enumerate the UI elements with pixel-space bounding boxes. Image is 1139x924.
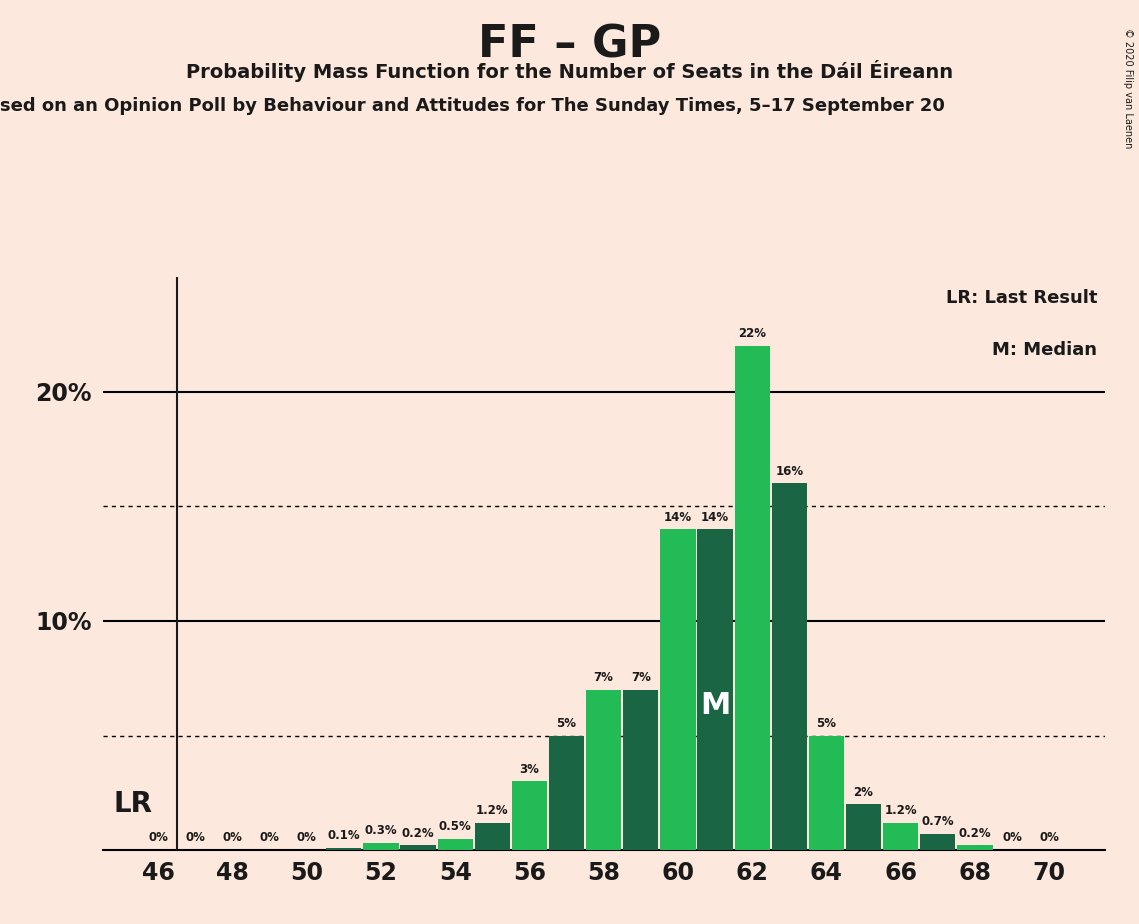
- Bar: [437, 839, 473, 850]
- Text: 3%: 3%: [519, 762, 540, 775]
- Text: 1.2%: 1.2%: [476, 804, 509, 817]
- Text: 0%: 0%: [1002, 832, 1022, 845]
- Bar: [697, 529, 732, 850]
- Text: sed on an Opinion Poll by Behaviour and Attitudes for The Sunday Times, 5–17 Sep: sed on an Opinion Poll by Behaviour and …: [0, 97, 945, 115]
- Text: 16%: 16%: [776, 465, 803, 478]
- Text: M: M: [699, 691, 730, 720]
- Text: Probability Mass Function for the Number of Seats in the Dáil Éireann: Probability Mass Function for the Number…: [186, 60, 953, 82]
- Text: LR: LR: [114, 790, 153, 819]
- Text: 7%: 7%: [631, 671, 650, 684]
- Bar: [587, 689, 621, 850]
- Bar: [957, 845, 992, 850]
- Text: 0.3%: 0.3%: [364, 824, 398, 837]
- Bar: [661, 529, 696, 850]
- Bar: [809, 736, 844, 850]
- Text: 0%: 0%: [222, 832, 243, 845]
- Text: 22%: 22%: [738, 327, 767, 340]
- Text: 0%: 0%: [186, 832, 205, 845]
- Text: 0%: 0%: [297, 832, 317, 845]
- Text: 5%: 5%: [557, 717, 576, 730]
- Text: M: Median: M: Median: [992, 341, 1097, 359]
- Text: 0.1%: 0.1%: [328, 829, 360, 842]
- Bar: [326, 848, 361, 850]
- Text: 0.7%: 0.7%: [921, 815, 954, 828]
- Text: © 2020 Filip van Laenen: © 2020 Filip van Laenen: [1123, 28, 1133, 148]
- Bar: [846, 804, 882, 850]
- Bar: [623, 689, 658, 850]
- Text: 14%: 14%: [664, 511, 693, 524]
- Text: FF – GP: FF – GP: [478, 23, 661, 67]
- Bar: [475, 822, 510, 850]
- Text: 0%: 0%: [260, 832, 279, 845]
- Bar: [363, 844, 399, 850]
- Text: 0.2%: 0.2%: [402, 827, 434, 840]
- Bar: [511, 782, 547, 850]
- Text: 5%: 5%: [817, 717, 836, 730]
- Text: 0%: 0%: [1039, 832, 1059, 845]
- Text: 0.2%: 0.2%: [959, 827, 991, 840]
- Bar: [920, 834, 956, 850]
- Bar: [771, 483, 806, 850]
- Text: LR: Last Result: LR: Last Result: [945, 288, 1097, 307]
- Text: 2%: 2%: [853, 785, 874, 798]
- Bar: [401, 845, 436, 850]
- Bar: [883, 822, 918, 850]
- Text: 14%: 14%: [700, 511, 729, 524]
- Text: 7%: 7%: [593, 671, 614, 684]
- Text: 1.2%: 1.2%: [884, 804, 917, 817]
- Text: 0.5%: 0.5%: [439, 820, 472, 833]
- Bar: [549, 736, 584, 850]
- Text: 0%: 0%: [148, 832, 169, 845]
- Bar: [735, 346, 770, 850]
